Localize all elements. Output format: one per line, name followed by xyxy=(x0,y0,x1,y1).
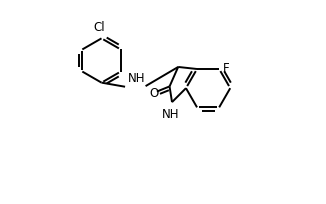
Text: NH: NH xyxy=(127,72,145,85)
Text: Cl: Cl xyxy=(94,21,105,34)
Text: O: O xyxy=(149,86,158,99)
Text: NH: NH xyxy=(162,107,180,120)
Text: F: F xyxy=(223,62,230,75)
